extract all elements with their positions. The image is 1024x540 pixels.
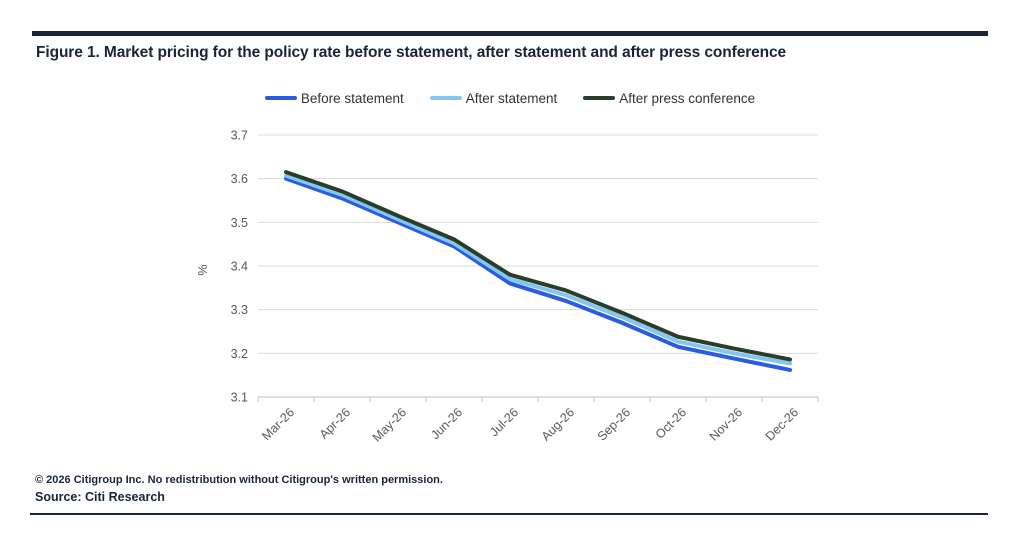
y-tick-label: 3.6: [231, 172, 248, 186]
y-tick-label: 3.3: [231, 303, 248, 317]
series-line-after-statement: [284, 173, 792, 366]
x-axis: [257, 396, 819, 402]
legend-label: After press conference: [619, 90, 756, 106]
legend-label: Before statement: [300, 90, 404, 106]
source-note: Source: Citi Research: [35, 490, 165, 504]
legend-swatch-after-press-conference: [583, 96, 616, 100]
y-tick-label: 3.5: [231, 216, 248, 230]
x-tick-label: Aug-26: [539, 405, 577, 443]
series-line-before-statement: [284, 176, 792, 372]
y-axis-title: %: [196, 264, 210, 275]
legend-swatch-before-statement: [264, 96, 297, 100]
x-tick-label: Apr-26: [317, 405, 353, 441]
x-tick-label: Jul-26: [487, 405, 521, 439]
top-rule: [32, 31, 988, 36]
x-tick-labels: Mar-26 Apr-26 May-26 Jun-26 Jul-26 Aug-26 Sep-…: [259, 405, 801, 444]
copyright-note: © 2026 Citigroup Inc. No redistribution …: [35, 474, 443, 486]
x-tick-label: May-26: [370, 405, 409, 444]
legend-label: After statement: [465, 90, 558, 106]
y-tick-label: 3.4: [231, 260, 248, 274]
series-line-after-press-conference: [284, 170, 792, 362]
legend-item-after-press-conference: After press conference: [583, 91, 755, 106]
legend-item-before-statement: Before statement: [264, 90, 404, 106]
x-tick-label: Sep-26: [595, 405, 633, 443]
figure-title: Figure 1. Market pricing for the policy …: [36, 44, 787, 61]
y-tick-label: 3.7: [231, 129, 248, 143]
y-tick-labels: 3.1 3.2 3.3 3.4 3.5 3.6 3.7: [231, 129, 248, 405]
chart-legend: Before statement After statement After pre…: [190, 88, 830, 108]
x-tick-label: Dec-26: [763, 405, 801, 443]
x-tick-label: Mar-26: [259, 405, 297, 443]
y-tick-label: 3.1: [231, 391, 248, 405]
bottom-rule: [30, 513, 988, 515]
x-tick-label: Jun-26: [428, 405, 465, 442]
y-gridlines: [258, 134, 818, 354]
x-tick-label: Oct-26: [653, 405, 689, 441]
figure-footer: © 2026 Citigroup Inc. No redistribution …: [35, 474, 443, 504]
legend-swatch-after-statement: [429, 96, 462, 100]
legend-item-after-statement: After statement: [429, 90, 558, 106]
x-tick-label: Nov-26: [707, 405, 745, 443]
y-tick-label: 3.2: [231, 347, 248, 361]
